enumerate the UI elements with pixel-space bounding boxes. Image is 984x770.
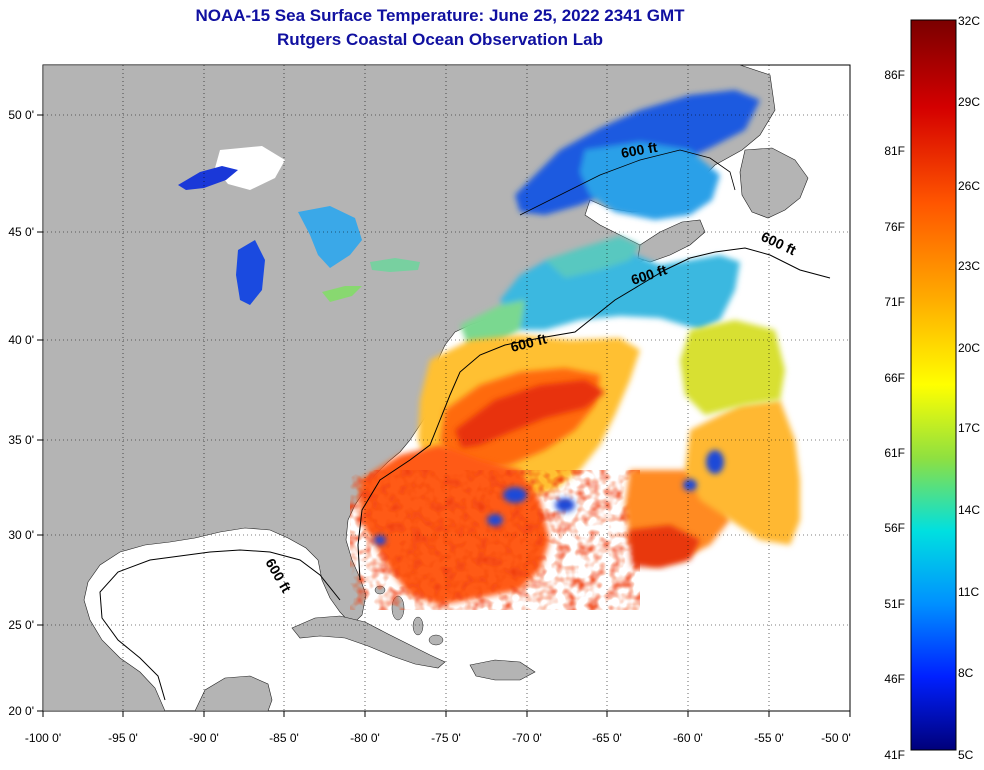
colorbar-celsius-label: 23C [958, 259, 980, 273]
lon-label: -95 0' [108, 731, 138, 745]
map-subtitle: Rutgers Coastal Ocean Observation Lab [277, 30, 603, 49]
colorbar-celsius-label: 26C [958, 179, 980, 193]
colorbar-celsius-label: 20C [958, 341, 980, 355]
colorbar-celsius-label: 8C [958, 666, 974, 680]
colorbar-fahrenheit-label: 51F [884, 597, 905, 611]
lon-label: -55 0' [754, 731, 784, 745]
colorbar-celsius-label: 29C [958, 95, 980, 109]
yucatan-land [194, 675, 273, 711]
lon-label: -50 0' [821, 731, 851, 745]
lon-label: -60 0' [673, 731, 703, 745]
lat-label: 40 0' [8, 333, 34, 347]
lon-label: -70 0' [512, 731, 542, 745]
colorbar-fahrenheit-label: 76F [884, 220, 905, 234]
axis-ticks [37, 114, 851, 717]
lat-label: 35 0' [8, 433, 34, 447]
colorbar-celsius-label: 14C [958, 503, 980, 517]
graticule [43, 65, 850, 711]
contour-label-1: 600 ft [620, 139, 659, 161]
cloud-patches [374, 450, 724, 545]
colorbar-fahrenheit-label: 71F [884, 295, 905, 309]
lat-label: 45 0' [8, 225, 34, 239]
colorbar-celsius-label: 11C [958, 585, 979, 599]
lat-label: 30 0' [8, 528, 34, 542]
colorbar-fahrenheit-label: 41F [884, 748, 905, 762]
depth-contour-north [519, 149, 736, 216]
cuba-land [291, 615, 446, 669]
colorbar-fahrenheit-label: 56F [884, 521, 905, 535]
lon-label: -75 0' [431, 731, 461, 745]
colorbar-celsius-label: 32C [958, 14, 980, 28]
depth-contour-gulf [99, 549, 341, 701]
colorbar-fahrenheit-label: 81F [884, 144, 905, 158]
newfoundland-land [739, 147, 809, 219]
north-america-land [43, 65, 776, 711]
map-title: NOAA-15 Sea Surface Temperature: June 25… [195, 6, 685, 25]
lon-label: -90 0' [189, 731, 219, 745]
depth-contour-atlantic [357, 247, 831, 581]
gulf-stream-warm [350, 320, 800, 610]
lon-label: -80 0' [350, 731, 380, 745]
hispaniola-land [469, 659, 536, 681]
colorbar-fahrenheit-label: 61F [884, 446, 905, 460]
lat-label: 25 0' [8, 618, 34, 632]
great-lakes [178, 146, 420, 305]
lon-label: -100 0' [25, 731, 61, 745]
cold-water-north [460, 90, 760, 350]
lat-label: 50 0' [8, 108, 34, 122]
lat-label: 20 0' [8, 704, 34, 718]
colorbar-celsius-label: 5C [958, 748, 974, 762]
colorbar-fahrenheit-label: 86F [884, 68, 905, 82]
colorbar-fahrenheit-label: 46F [884, 672, 905, 686]
colorbar [910, 19, 957, 751]
lon-label: -65 0' [592, 731, 622, 745]
colorbar-celsius-label: 17C [958, 421, 980, 435]
colorbar-fahrenheit-label: 66F [884, 371, 905, 385]
lon-label: -85 0' [269, 731, 299, 745]
